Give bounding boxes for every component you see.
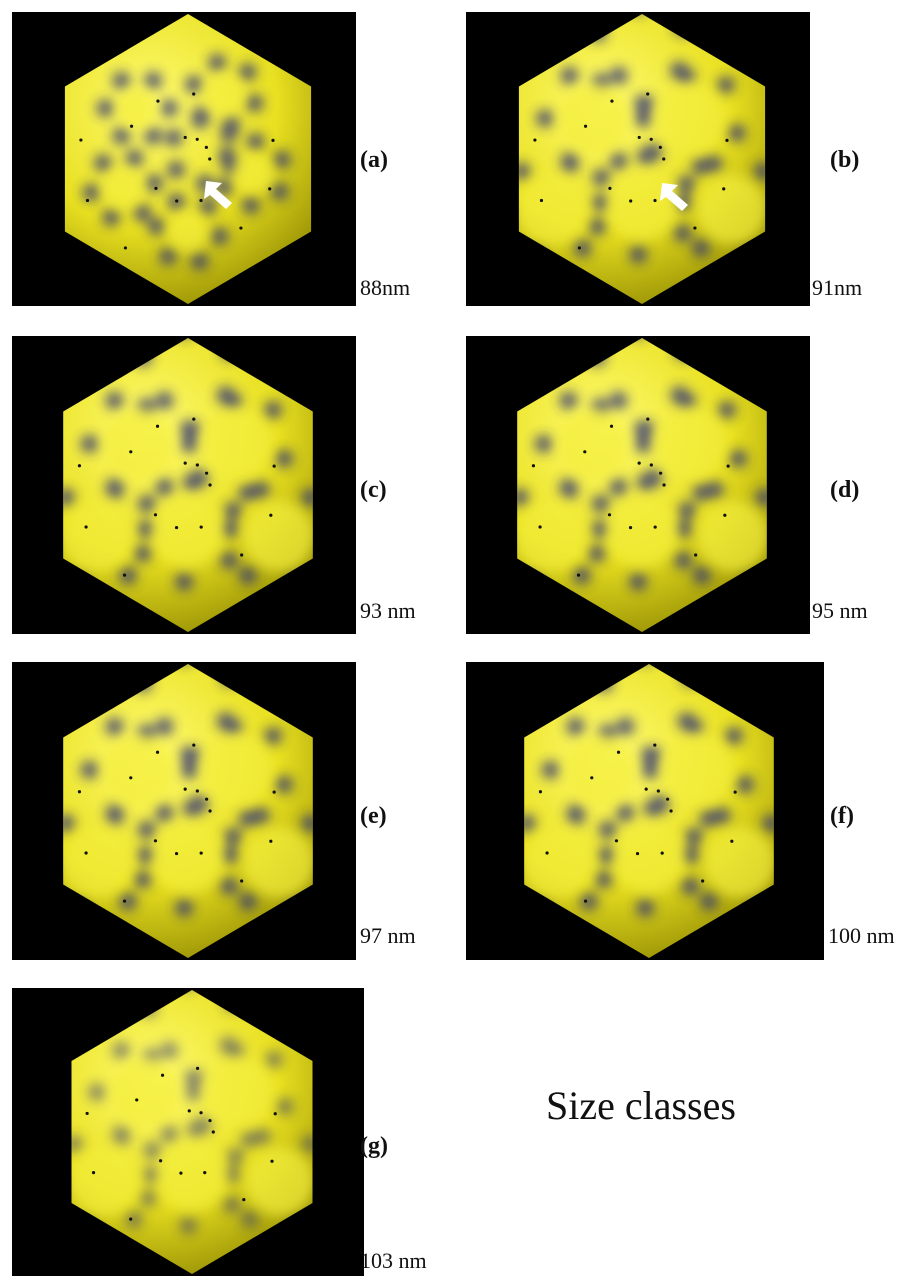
panel-label-d: (d): [830, 477, 860, 503]
virus-capsid-render-c: [63, 338, 313, 632]
virus-capsid-render-g: [71, 990, 313, 1274]
size-label-f: 100 nm: [828, 923, 895, 948]
size-label-g: 103 nm: [360, 1248, 427, 1273]
panel-label-e: (e): [360, 803, 387, 829]
size-label-c: 93 nm: [360, 598, 416, 623]
particle-image-b: [466, 12, 810, 306]
particle-image-e: [12, 662, 356, 960]
panel-label-c: (c): [360, 477, 387, 503]
virus-capsid-render-a: [64, 14, 312, 304]
panel-label-a: (a): [360, 147, 388, 173]
particle-image-a: [12, 12, 356, 306]
particle-image-f: [466, 662, 824, 960]
figure-caption: Size classes: [546, 1083, 736, 1128]
arrow-pointer: [204, 181, 232, 209]
size-label-b: 91nm: [812, 275, 863, 300]
particle-image-c: [12, 336, 356, 634]
panel-label-b: (b): [830, 147, 860, 173]
arrow-pointer: [660, 183, 688, 211]
size-label-d: 95 nm: [812, 598, 868, 623]
virus-capsid-render-d: [517, 338, 767, 632]
size-label-e: 97 nm: [360, 923, 416, 948]
panel-label-f: (f): [830, 803, 854, 829]
virus-capsid-render-e: [63, 664, 313, 958]
virus-capsid-render-f: [524, 664, 774, 958]
particle-image-d: [466, 336, 810, 634]
virus-capsid-render-b: [518, 14, 766, 304]
size-label-a: 88nm: [360, 275, 411, 300]
panel-label-g: (g): [360, 1133, 388, 1159]
particle-image-g: [12, 988, 364, 1276]
